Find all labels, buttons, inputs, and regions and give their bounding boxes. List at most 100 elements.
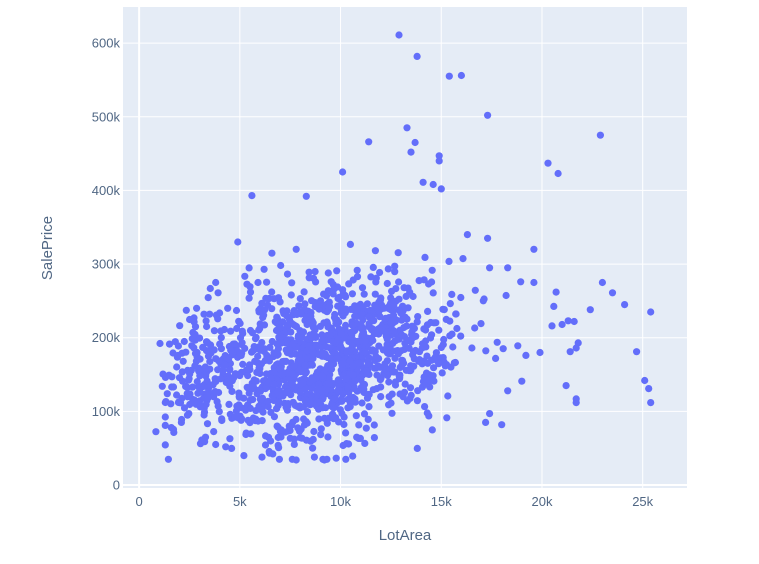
data-point [398,331,406,339]
data-point [370,434,378,442]
data-point [270,413,278,421]
data-point [214,366,222,374]
data-point [212,440,220,449]
data-point [383,279,391,288]
data-point [391,381,400,389]
data-point [457,332,465,340]
data-point [333,354,341,362]
data-point [204,294,212,302]
data-point [342,455,350,463]
data-point [256,325,264,333]
y-tick-label: 600k [92,36,121,51]
x-axis-ticks: 0 5k 10k 15k 20k 25k [135,494,653,509]
data-point [299,379,307,387]
data-point [430,364,438,372]
data-point [391,262,399,270]
data-point [215,408,223,416]
data-point [372,278,380,286]
y-axis-title: SalePrice [39,216,56,280]
data-point [246,396,254,404]
data-point [471,286,479,294]
data-point [161,421,169,429]
data-point [244,372,252,380]
data-point [404,284,412,292]
data-point [390,327,398,335]
data-point [163,390,171,398]
data-point [193,304,201,312]
data-point [196,372,204,380]
data-point [333,320,342,328]
data-point [314,385,323,393]
data-point [288,279,296,287]
data-point [343,440,351,448]
data-point [318,372,326,380]
data-point [305,342,313,350]
data-point [270,380,279,388]
data-point [214,402,222,410]
data-point [275,444,283,452]
data-point [395,278,403,286]
data-point [310,324,318,332]
data-point [346,240,354,248]
data-point [522,351,530,359]
data-point [243,280,251,288]
data-point [220,325,228,334]
data-point [337,300,346,308]
data-point [363,300,371,308]
data-point [277,323,285,332]
data-point [353,273,362,281]
data-point [395,306,403,314]
data-point [342,375,350,383]
data-point [446,332,454,340]
data-point [374,362,382,370]
data-point [183,383,191,391]
data-point [342,293,350,301]
data-point [398,361,406,369]
data-point [309,444,317,452]
data-point [463,231,471,239]
data-point [257,395,265,403]
data-point [425,376,433,385]
data-point [193,378,201,386]
data-point [168,383,176,391]
data-point [373,385,381,393]
data-point [421,253,429,261]
data-point [222,378,230,387]
data-point [309,330,317,338]
data-point [309,354,317,363]
data-point [452,310,460,318]
data-point [282,403,290,411]
data-point [352,303,360,311]
data-point [307,391,315,399]
data-point [484,111,492,119]
data-point [180,337,188,346]
data-point [322,404,330,412]
data-point [262,370,270,378]
data-point [167,400,175,408]
data-point [227,327,235,335]
data-point [179,357,187,365]
data-point [258,453,266,461]
data-point [245,264,253,272]
data-point [392,285,400,293]
data-point [544,159,552,167]
data-point [306,312,314,320]
data-point [262,432,270,440]
data-point [383,335,391,343]
data-point [370,330,378,338]
data-point [299,328,308,336]
data-point [235,393,243,401]
data-point [387,294,395,302]
data-point [260,265,268,273]
data-point [468,344,476,352]
x-tick-label: 20k [531,494,552,509]
data-point [413,397,421,405]
data-point [171,338,179,346]
data-point [285,369,293,377]
data-point [351,312,359,320]
data-point [152,428,160,436]
data-point [203,420,212,428]
data-point [514,342,522,350]
data-point [214,289,222,297]
data-point [621,301,629,309]
